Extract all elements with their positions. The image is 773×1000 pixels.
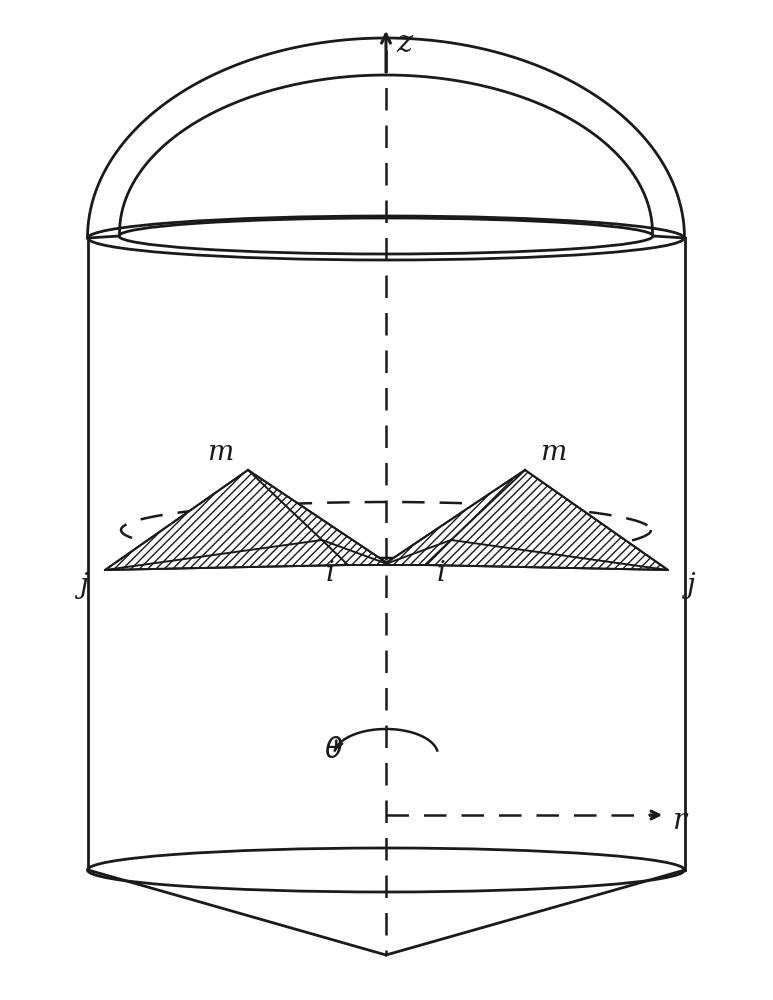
Text: m: m xyxy=(540,439,566,466)
Text: i: i xyxy=(437,560,445,587)
Text: r: r xyxy=(673,807,687,835)
Text: z: z xyxy=(396,28,412,59)
Text: j: j xyxy=(79,572,87,599)
Text: i: i xyxy=(325,560,335,587)
Text: $\theta$: $\theta$ xyxy=(324,736,343,764)
Text: m: m xyxy=(207,439,233,466)
Text: j: j xyxy=(686,572,694,599)
Polygon shape xyxy=(105,470,390,570)
Polygon shape xyxy=(383,470,668,570)
